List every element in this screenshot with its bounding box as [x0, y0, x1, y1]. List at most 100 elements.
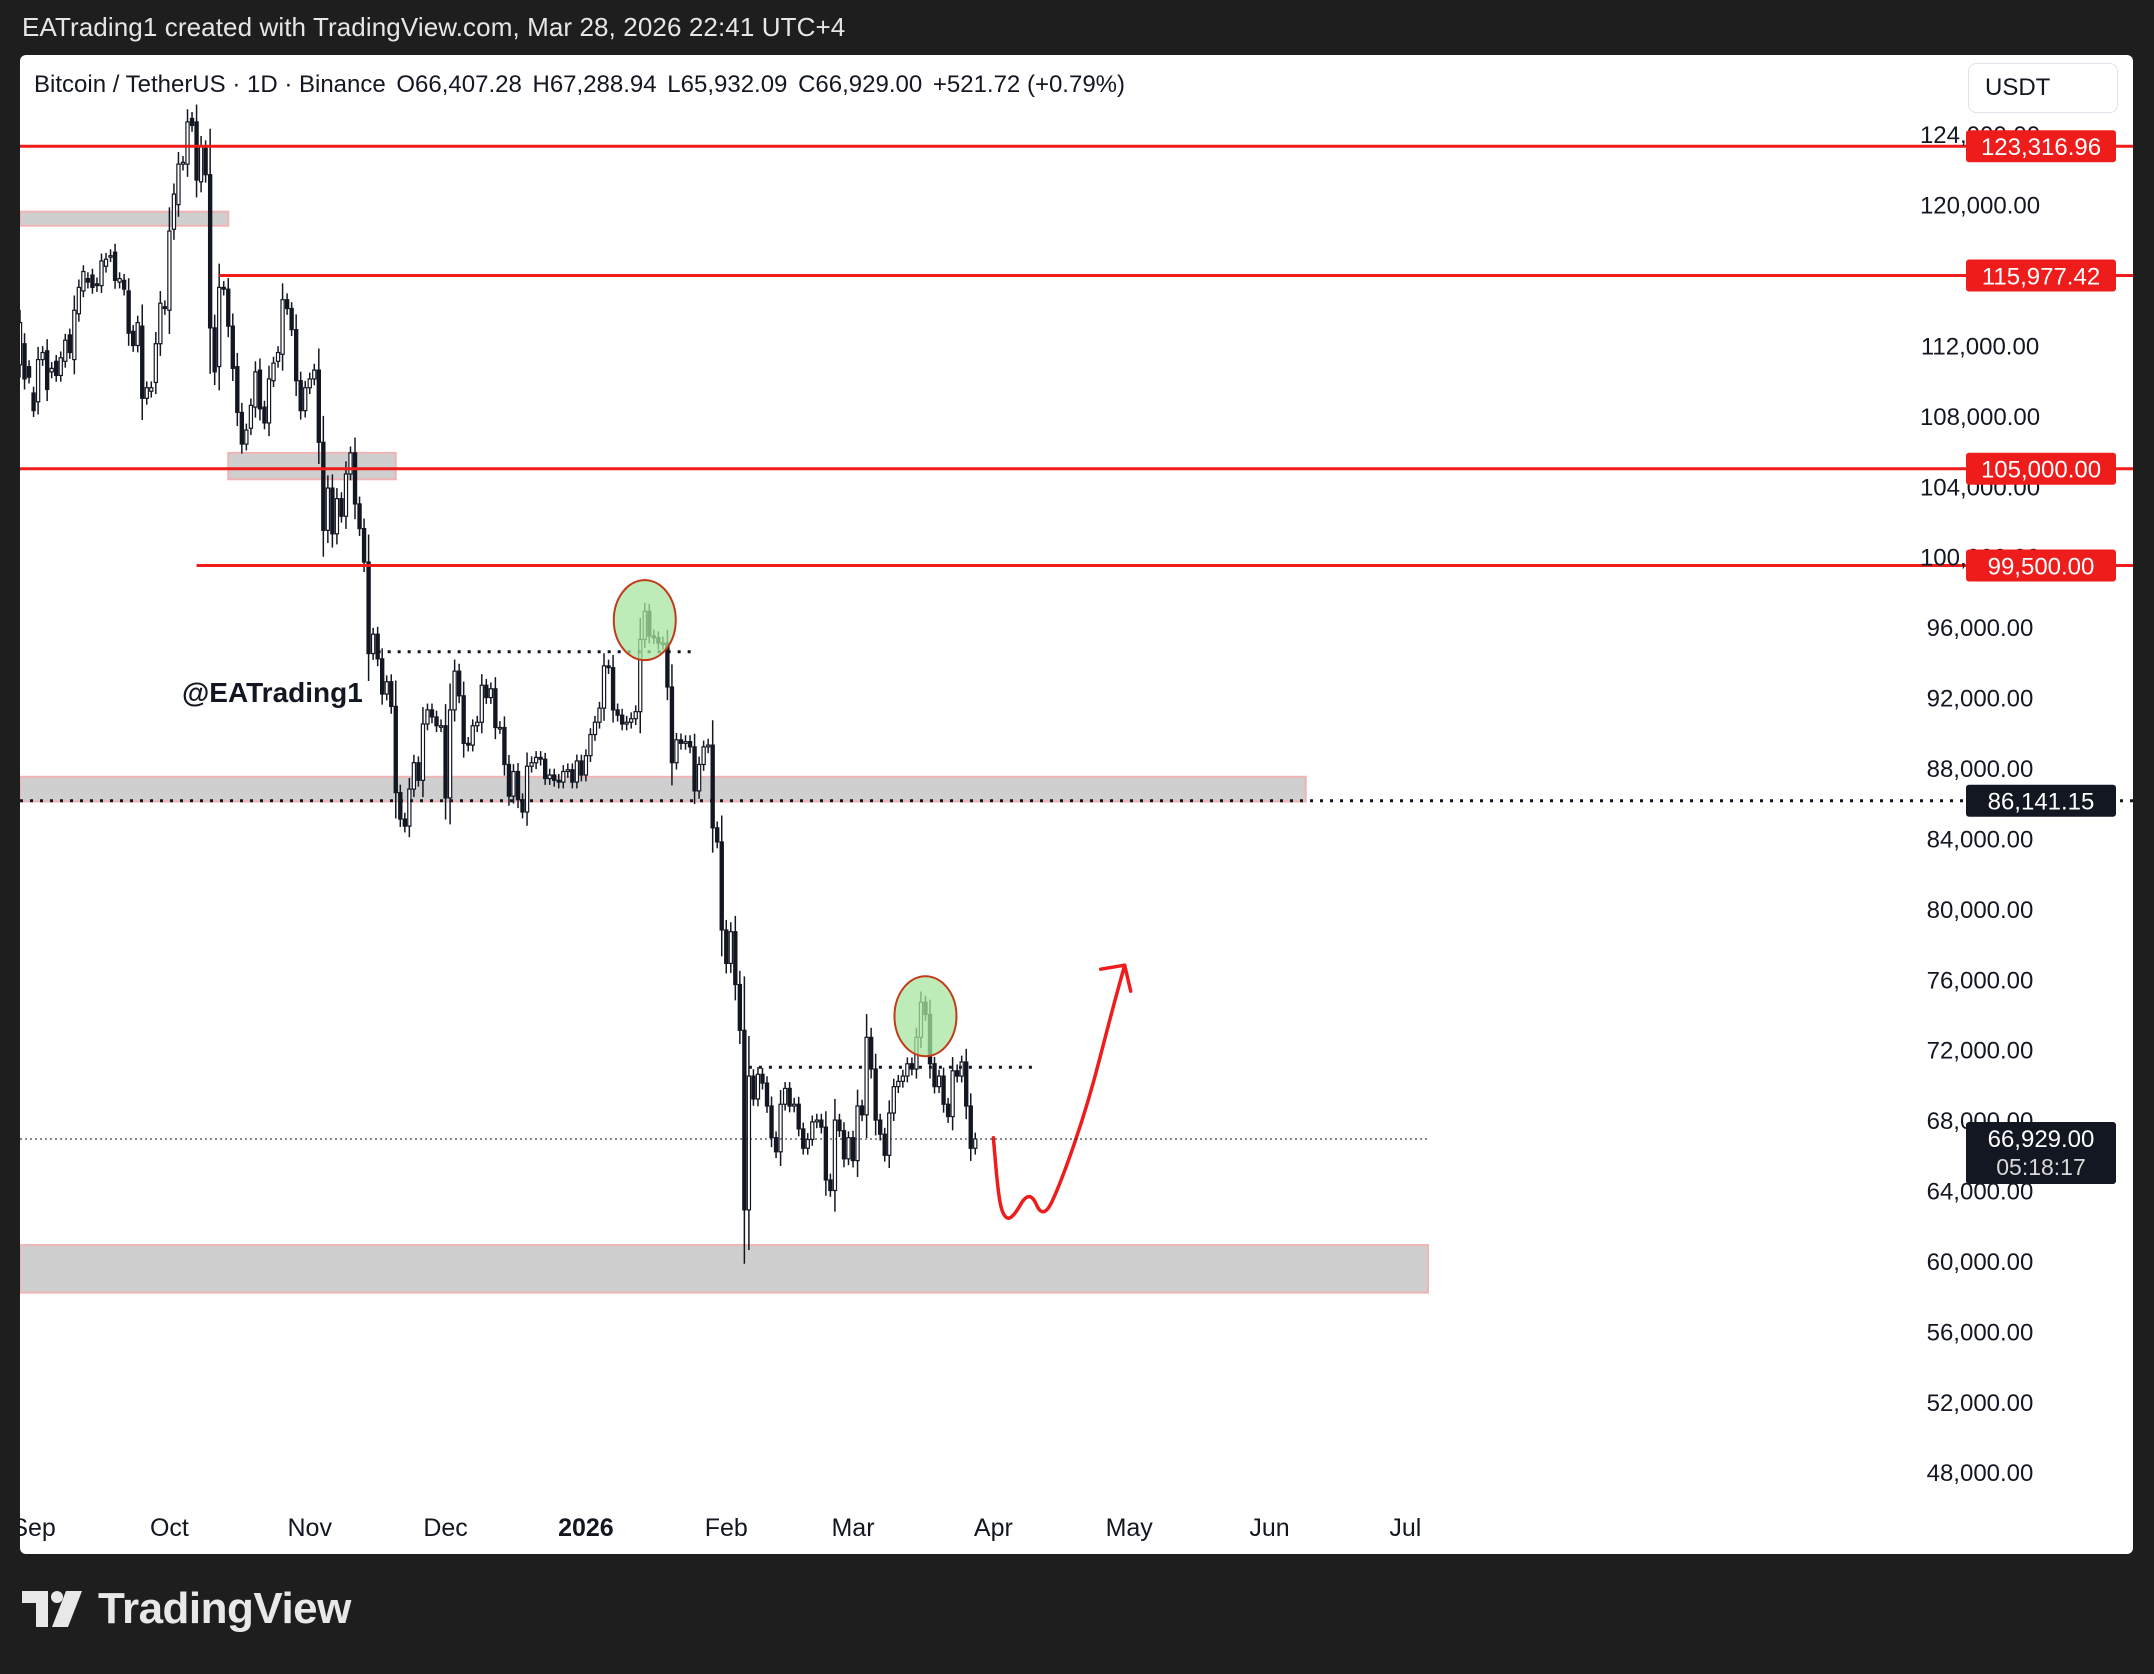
- candle-body: [217, 286, 222, 368]
- candle-body: [140, 325, 145, 399]
- candle-body: [823, 1126, 829, 1181]
- candle-body: [724, 929, 729, 965]
- candle-body: [900, 1075, 906, 1082]
- candle-body: [235, 366, 240, 413]
- candle-body: [212, 327, 217, 373]
- candle-body: [135, 321, 140, 347]
- candle-body: [719, 841, 724, 931]
- candle-body: [298, 380, 303, 412]
- candle-body: [493, 688, 498, 729]
- projection-arrowhead: [1098, 963, 1133, 993]
- candle-body: [63, 339, 68, 362]
- candle-body: [121, 279, 127, 290]
- candle-body: [597, 707, 602, 723]
- candle-body: [280, 299, 285, 355]
- candle-body: [357, 503, 362, 530]
- candle-body: [841, 1130, 847, 1160]
- candle-body: [26, 366, 32, 378]
- candle-body: [375, 633, 380, 660]
- y-tick-label: 96,000.00: [1927, 615, 2034, 642]
- candle-body: [207, 174, 213, 329]
- candle-body: [619, 714, 625, 725]
- candle-body: [855, 1105, 860, 1162]
- candle-body: [887, 1112, 892, 1156]
- candle-body: [49, 367, 54, 373]
- candle-body: [20, 321, 23, 366]
- candle-body: [592, 721, 598, 736]
- candle-body: [203, 147, 208, 176]
- x-tick-label: Jun: [1249, 1514, 1289, 1542]
- candle-body: [538, 756, 543, 760]
- candle-body: [321, 441, 326, 531]
- candle-body: [117, 277, 122, 283]
- candle-body: [542, 758, 548, 780]
- candle-body: [484, 684, 489, 699]
- candle-body: [624, 721, 629, 725]
- y-tick-label: 48,000.00: [1927, 1460, 2034, 1487]
- level-price-tag-bg: [1966, 452, 2116, 485]
- candle-body: [488, 688, 494, 699]
- candle-body: [936, 1075, 942, 1088]
- candle-body: [230, 325, 235, 369]
- candle-body: [425, 709, 430, 725]
- candle-body: [85, 277, 91, 283]
- candle-body: [398, 792, 403, 820]
- highlight-marker: [893, 975, 958, 1058]
- candle-body: [40, 351, 45, 361]
- candle-body: [819, 1119, 824, 1128]
- candle-body: [778, 1103, 783, 1153]
- brand-name: TradingView: [98, 1584, 351, 1633]
- candle-body: [185, 121, 190, 165]
- candle-body: [878, 1119, 883, 1135]
- candle-body: [533, 756, 539, 764]
- candle-body: [361, 527, 367, 563]
- candle-body: [710, 744, 715, 829]
- candle-body: [130, 330, 136, 347]
- candle-body: [683, 740, 688, 744]
- candle-body: [954, 1070, 960, 1077]
- candle-body: [769, 1105, 774, 1139]
- y-tick-label: 56,000.00: [1927, 1319, 2034, 1346]
- candle-body: [859, 1105, 865, 1116]
- candle-body: [262, 406, 267, 424]
- candle-body: [801, 1128, 806, 1149]
- candle-body: [796, 1103, 801, 1130]
- chart-panel[interactable]: 48,000.00 52,000.00 56,000.00 60,000.00 64,0…: [20, 55, 2133, 1554]
- candle-body: [751, 1075, 756, 1100]
- candle-body: [239, 411, 245, 445]
- level-price-tag: 86,141.15: [1988, 789, 2095, 816]
- x-tick-label: 2026: [558, 1514, 614, 1542]
- candle-body: [456, 670, 462, 697]
- candle-body: [973, 1138, 978, 1149]
- candle-body: [221, 286, 226, 290]
- candle-body: [629, 718, 634, 723]
- candle-body: [176, 163, 181, 206]
- candle-body: [502, 726, 507, 766]
- currency-button[interactable]: USDT: [1968, 63, 2118, 113]
- change-value: +521.72 (+0.79%): [932, 71, 1125, 98]
- y-tick-label: 80,000.00: [1927, 897, 2034, 924]
- candle-body: [837, 1119, 842, 1132]
- candle-body: [171, 193, 177, 230]
- candle-body: [76, 286, 82, 315]
- candle-body: [674, 739, 679, 764]
- candle-body: [755, 1073, 761, 1100]
- y-tick-label: 92,000.00: [1927, 686, 2034, 713]
- candle-body: [149, 387, 154, 392]
- candle-body: [58, 357, 63, 377]
- candle-body: [307, 378, 312, 389]
- last-price-tag: 66,929.00: [1988, 1126, 2095, 1153]
- candle-body: [746, 1075, 752, 1211]
- y-tick-label: 76,000.00: [1927, 967, 2034, 994]
- y-tick-label: 52,000.00: [1927, 1390, 2034, 1417]
- level-price-tag-bg: [1966, 259, 2116, 292]
- close-value: C66,929.00: [798, 71, 923, 98]
- price-chart[interactable]: 48,000.0052,000.0056,000.0060,000.0064,0…: [20, 55, 2133, 1554]
- candle-body: [411, 762, 417, 790]
- tradingview-brand[interactable]: TradingView: [22, 1584, 351, 1634]
- symbol-label[interactable]: Bitcoin / TetherUS · 1D · Binance: [34, 71, 386, 98]
- candle-body: [696, 763, 702, 792]
- candle-body: [701, 746, 706, 766]
- candle-body: [244, 429, 249, 445]
- candle-body: [44, 350, 50, 391]
